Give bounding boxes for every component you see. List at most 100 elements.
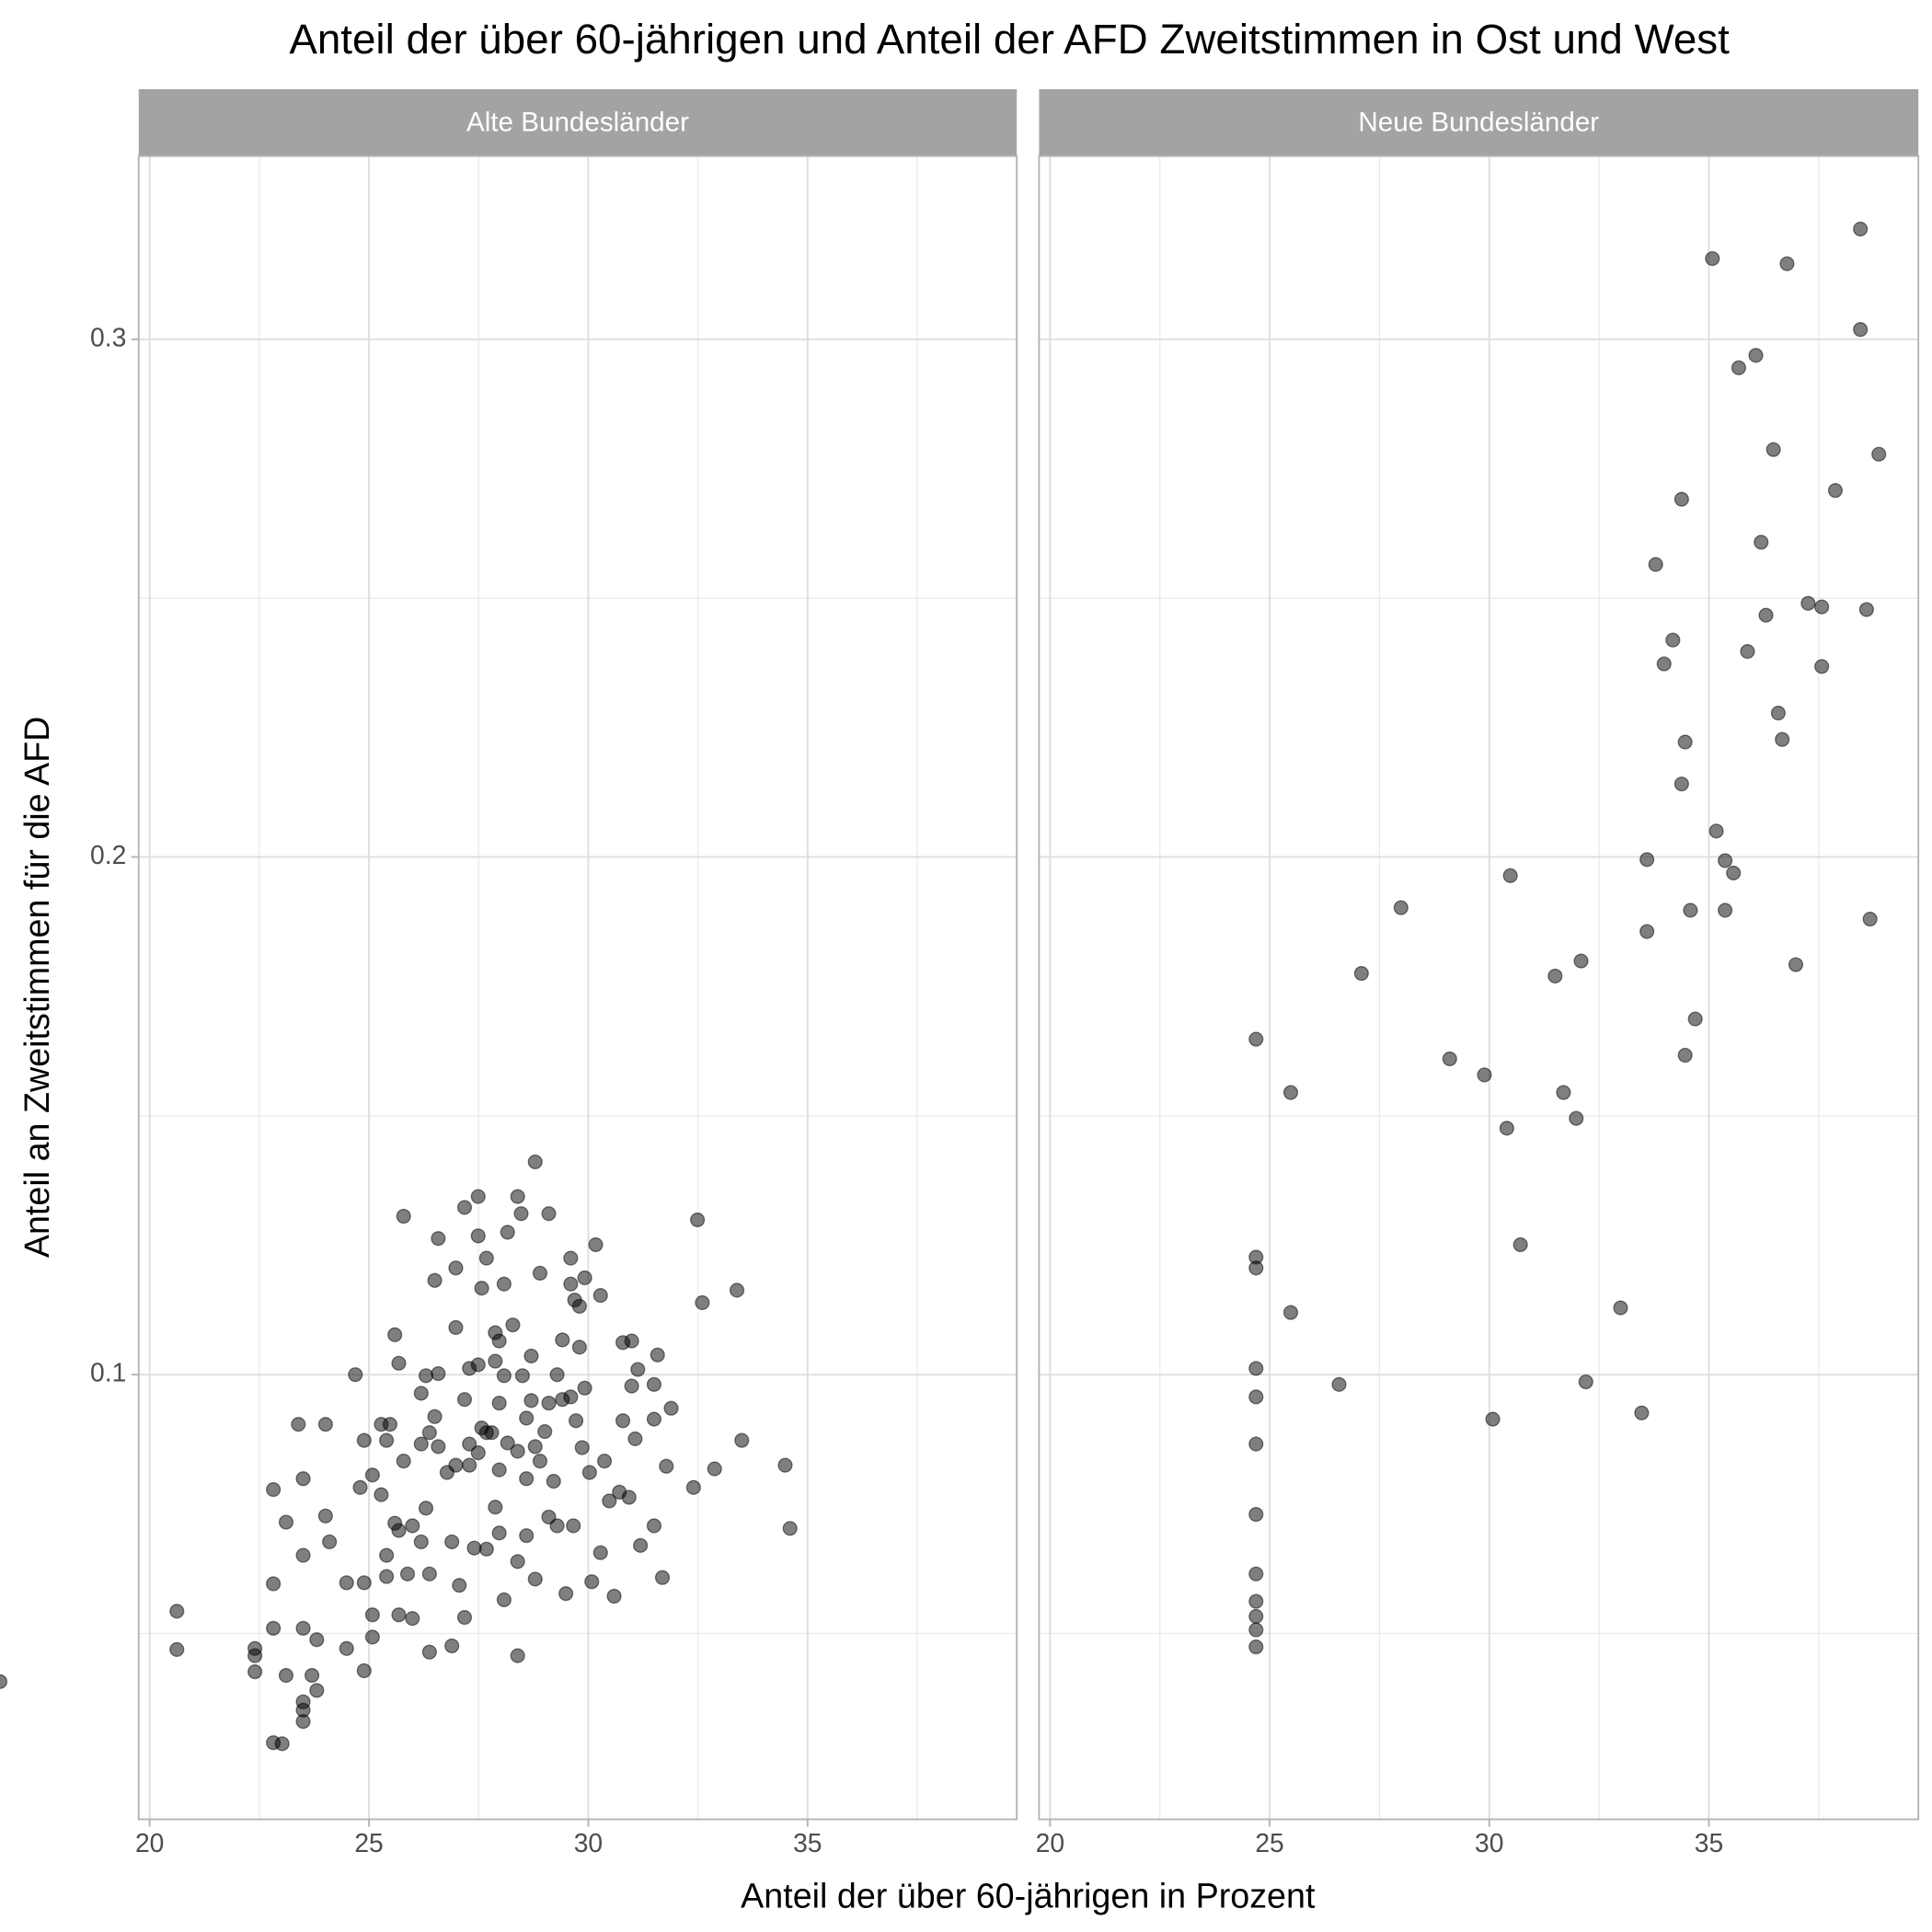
point	[695, 1294, 710, 1311]
point	[444, 1534, 460, 1549]
point	[541, 1396, 557, 1411]
point	[470, 1228, 486, 1244]
point	[519, 1528, 535, 1544]
point	[421, 1566, 437, 1581]
point	[491, 1525, 507, 1541]
point	[1673, 776, 1689, 792]
point	[374, 1487, 389, 1502]
x-tick-label: 35	[793, 1828, 822, 1857]
point	[505, 1317, 521, 1333]
point	[1248, 1639, 1264, 1655]
point	[474, 1281, 489, 1296]
point	[685, 1479, 701, 1495]
point	[563, 1389, 579, 1405]
point	[247, 1664, 263, 1680]
point	[266, 1576, 282, 1592]
point	[484, 1425, 500, 1441]
point	[510, 1648, 525, 1663]
point	[1665, 632, 1681, 648]
point	[1683, 903, 1698, 918]
point	[456, 1392, 473, 1408]
point	[1578, 1374, 1593, 1390]
point	[317, 1508, 333, 1524]
point	[169, 1604, 185, 1619]
point	[707, 1461, 722, 1477]
point	[563, 1250, 579, 1266]
point	[596, 1454, 613, 1469]
point	[782, 1521, 798, 1536]
point	[169, 1641, 185, 1658]
point	[339, 1575, 354, 1591]
point	[1477, 1067, 1492, 1083]
panel-border	[1038, 155, 1920, 1821]
point	[549, 1367, 565, 1383]
point	[462, 1436, 477, 1452]
point	[624, 1378, 639, 1394]
point	[491, 1396, 507, 1411]
point	[1248, 1260, 1264, 1276]
point	[1248, 1436, 1264, 1452]
point	[405, 1611, 420, 1627]
point	[470, 1189, 486, 1204]
point	[278, 1514, 294, 1530]
point	[1634, 1405, 1650, 1420]
point	[577, 1270, 592, 1286]
point	[500, 1225, 515, 1240]
point	[266, 1481, 282, 1498]
point	[379, 1432, 395, 1448]
point	[1779, 256, 1795, 271]
y-tick-label: 0.2	[90, 840, 126, 869]
point	[431, 1365, 446, 1382]
point	[470, 1357, 486, 1373]
point	[1248, 1566, 1264, 1581]
point	[491, 1462, 507, 1478]
point	[1282, 1085, 1299, 1100]
panel-border	[137, 155, 1018, 1821]
point	[523, 1348, 539, 1363]
point	[1862, 911, 1878, 927]
point	[571, 1298, 587, 1314]
point	[734, 1432, 750, 1448]
point	[1765, 442, 1781, 457]
point	[456, 1200, 473, 1215]
point	[563, 1276, 579, 1292]
point	[496, 1368, 512, 1384]
point	[527, 1439, 543, 1455]
point	[1814, 599, 1830, 615]
point	[1758, 607, 1774, 623]
x-tick-label: 20	[1036, 1828, 1064, 1857]
point	[606, 1588, 622, 1604]
point	[295, 1620, 311, 1636]
panel-background	[1039, 155, 1919, 1820]
point	[1853, 322, 1869, 338]
point	[421, 1644, 437, 1660]
point	[364, 1467, 380, 1483]
point	[1800, 595, 1816, 611]
point	[413, 1534, 429, 1549]
point	[488, 1500, 503, 1515]
point	[514, 1368, 530, 1384]
point	[1770, 705, 1786, 721]
point	[418, 1368, 434, 1384]
point	[387, 1327, 403, 1342]
point	[1499, 1121, 1514, 1136]
point	[646, 1376, 662, 1392]
point	[519, 1471, 535, 1487]
point	[470, 1445, 486, 1461]
point	[496, 1592, 512, 1608]
point	[364, 1629, 380, 1645]
point	[627, 1431, 643, 1447]
point	[295, 1714, 311, 1730]
point	[1858, 602, 1874, 617]
point	[1639, 924, 1655, 939]
point	[399, 1566, 416, 1581]
point	[466, 1540, 482, 1556]
point	[592, 1287, 608, 1304]
point	[574, 1440, 590, 1455]
point	[496, 1276, 512, 1292]
x-tick-label: 25	[1255, 1828, 1283, 1857]
point	[452, 1578, 467, 1593]
point	[478, 1250, 494, 1266]
point	[1718, 853, 1733, 868]
